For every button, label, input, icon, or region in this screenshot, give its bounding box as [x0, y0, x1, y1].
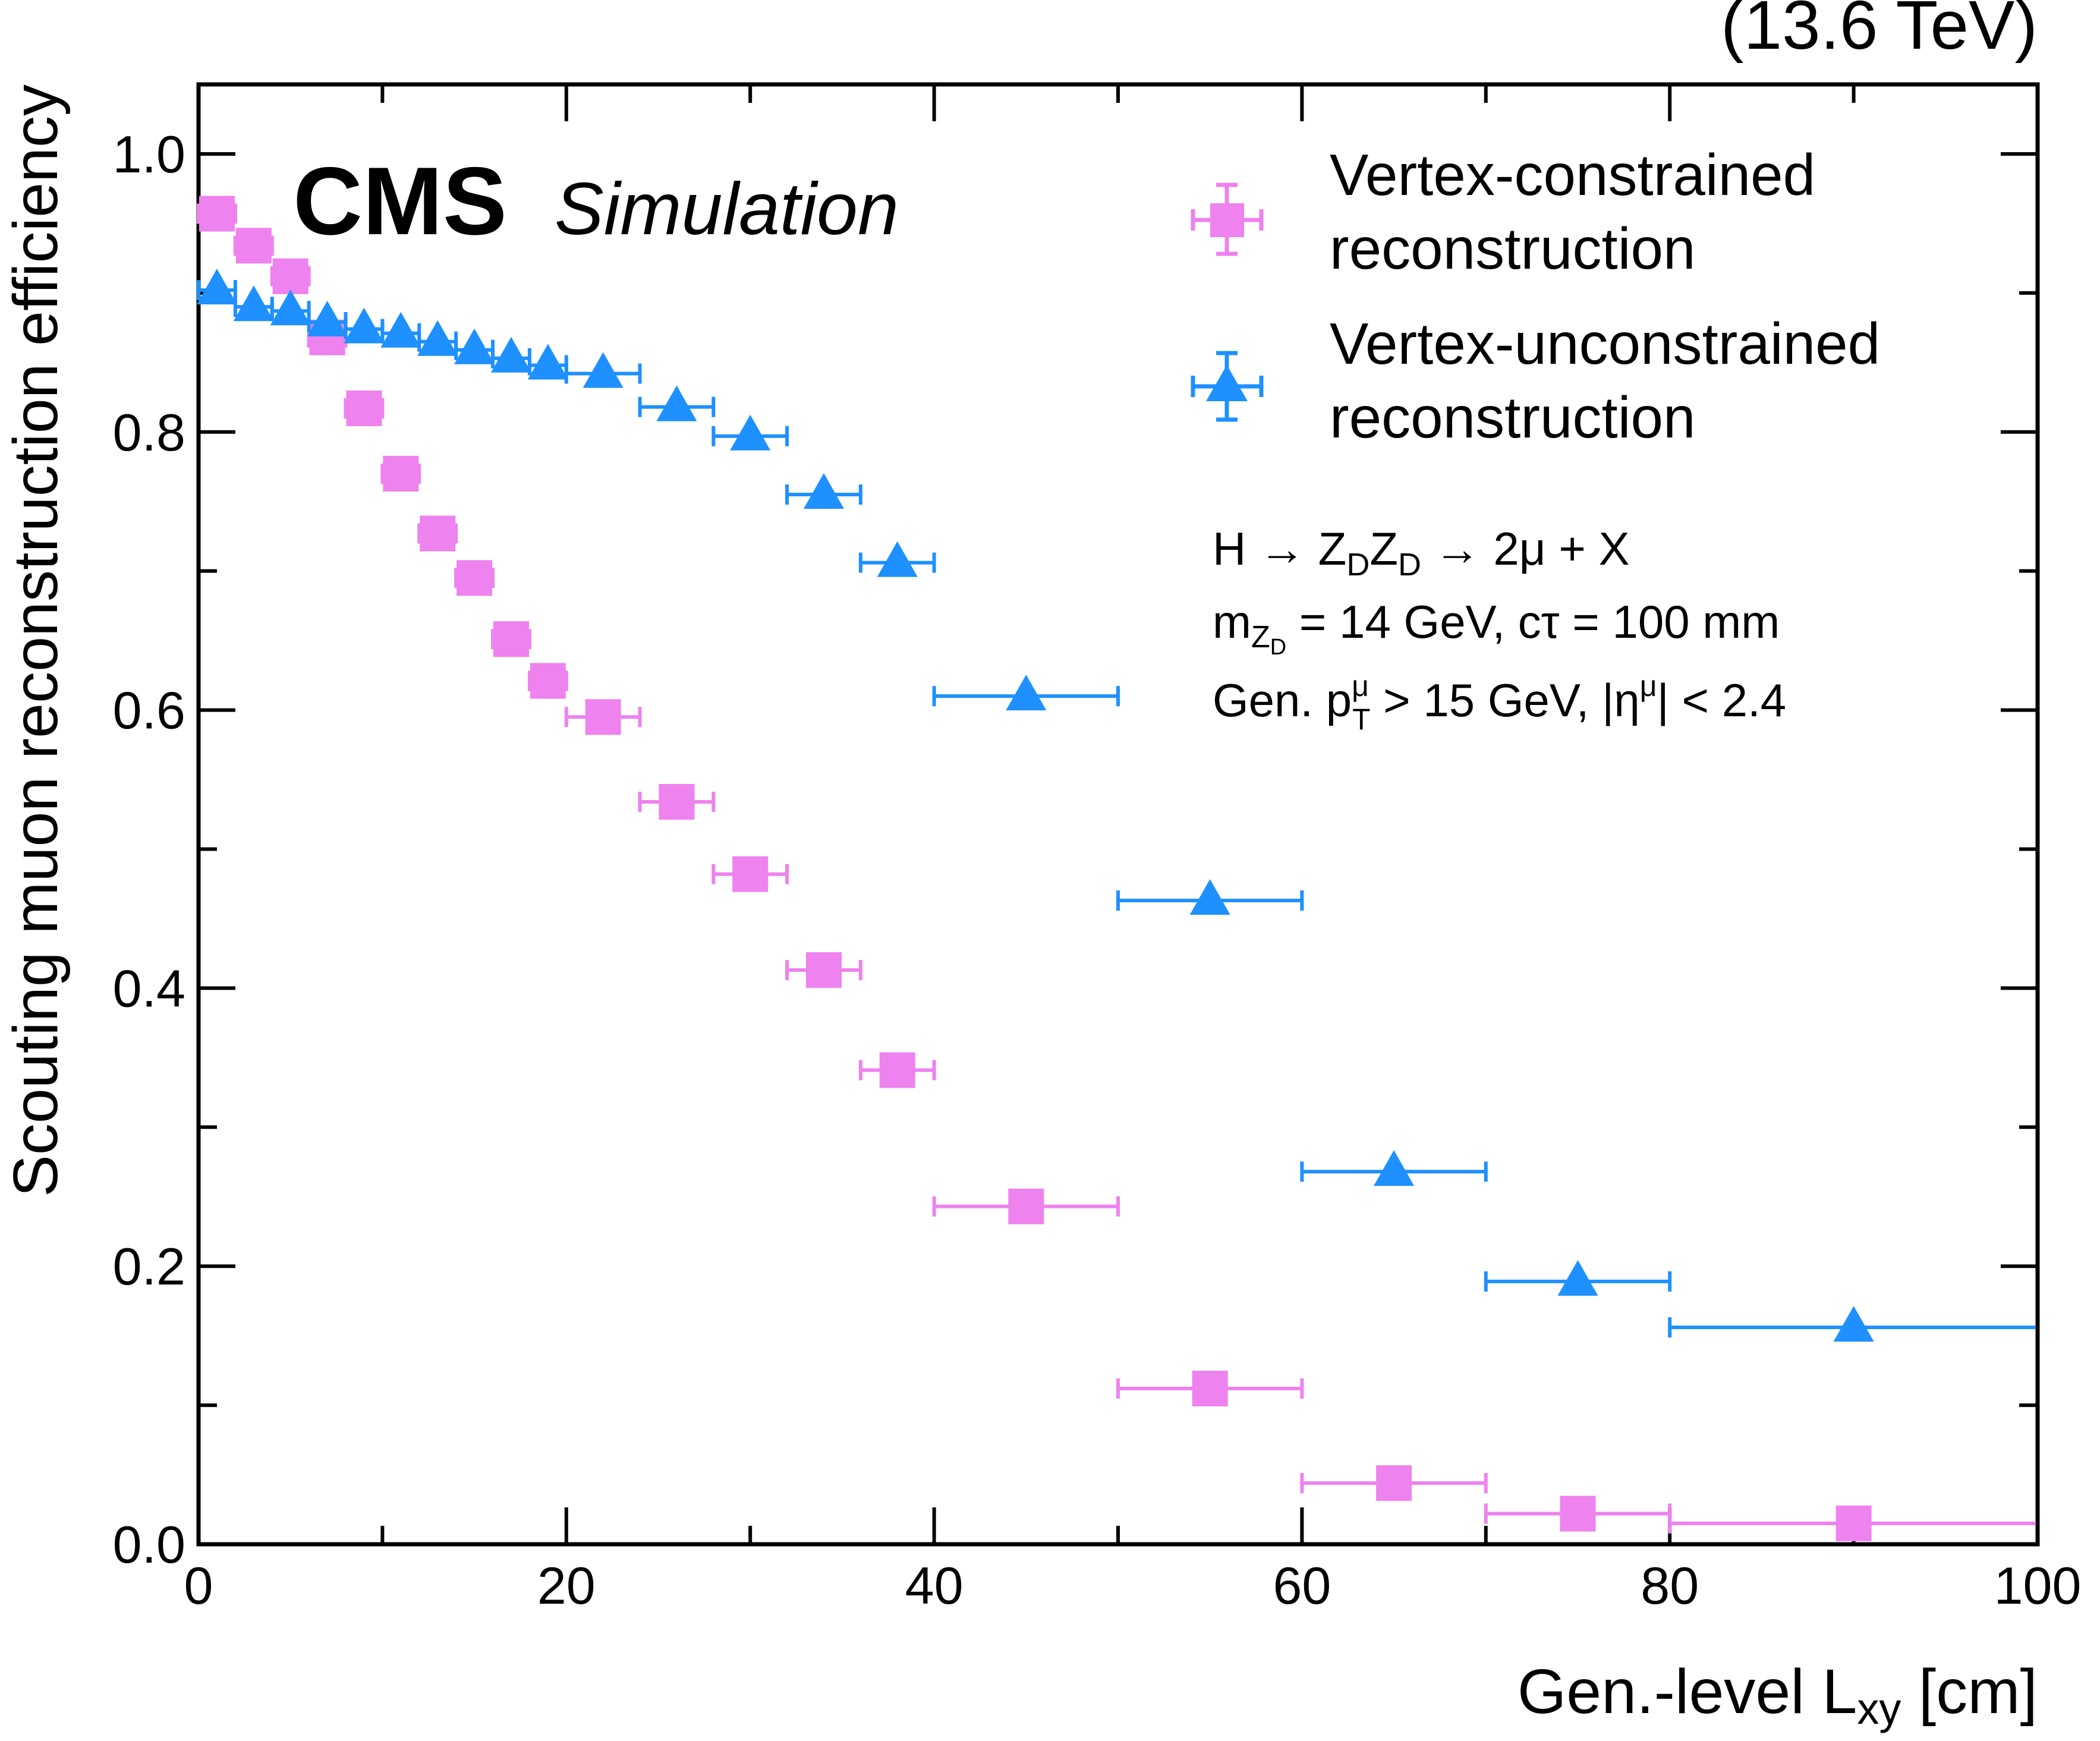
unconstrained-point — [656, 385, 697, 421]
y-tick-label: 0.2 — [113, 1237, 185, 1296]
mass-part-b: = 14 GeV, cτ = 100 mm — [1286, 596, 1780, 648]
constrained-point — [1835, 1505, 1872, 1541]
legend-constrained-marker — [1210, 203, 1244, 237]
y-tick-label: 1.0 — [113, 125, 185, 184]
constrained-point — [456, 560, 493, 596]
unconstrained-point — [417, 320, 458, 356]
legend-unconstrained-marker — [1206, 365, 1248, 401]
process-sub-b: D — [1398, 547, 1421, 583]
energy-label: (13.6 TeV) — [1721, 0, 2038, 64]
constrained-point — [1560, 1496, 1596, 1532]
mass-sub-a: Z — [1251, 620, 1270, 654]
unconstrained-point — [1833, 1306, 1874, 1342]
constrained-point — [732, 856, 769, 892]
y-tick-labels: 0.0 0.2 0.4 0.6 0.8 1.0 — [113, 125, 185, 1574]
constrained-point — [1376, 1465, 1412, 1501]
unconstrained-point — [1189, 879, 1230, 915]
constrained-point — [585, 699, 621, 735]
unconstrained-point — [344, 307, 385, 344]
unconstrained-point — [1557, 1260, 1598, 1296]
y-tick-label: 0.8 — [113, 403, 185, 462]
x-axis-title-sub: xy — [1857, 1684, 1901, 1733]
cuts-sup-b: μ — [1640, 669, 1657, 703]
cuts-annotation: Gen. pμ T > 15 GeV, |ημ| < 2.4 — [1213, 669, 1786, 736]
cuts-part-a: Gen. p — [1213, 674, 1352, 726]
constrained-point — [1008, 1188, 1044, 1224]
x-tick-labels: 0 20 40 60 80 100 — [184, 1556, 2082, 1615]
series-constrained — [197, 196, 2036, 1541]
unconstrained-point — [527, 344, 568, 380]
unconstrained-point — [196, 269, 237, 305]
constrained-point — [383, 455, 419, 492]
legend-entry-constrained: Vertex-constrained reconstruction — [1191, 142, 1815, 281]
y-tick-label: 0.4 — [113, 959, 185, 1018]
constrained-point — [493, 621, 529, 657]
x-tick-label: 0 — [184, 1556, 213, 1615]
mass-annotation: mZD = 14 GeV, cτ = 100 mm — [1213, 596, 1780, 660]
cuts-part-b: > 15 GeV, |η — [1371, 674, 1640, 726]
constrained-point — [272, 258, 308, 294]
cuts-sub-a: T — [1352, 703, 1371, 736]
x-axis-title: Gen.-level Lxy [cm] — [1517, 1657, 2038, 1733]
constrained-point — [659, 783, 695, 820]
axis-ticks — [197, 84, 2039, 1546]
y-tick-label: 0.6 — [113, 681, 185, 740]
unconstrained-point — [380, 311, 421, 348]
unconstrained-point — [454, 328, 495, 364]
constrained-point — [879, 1052, 915, 1088]
mass-subsub-a: D — [1270, 635, 1286, 660]
unconstrained-point — [233, 285, 274, 322]
x-tick-label: 100 — [1994, 1556, 2082, 1615]
legend-constrained-line2: reconstruction — [1330, 216, 1696, 281]
cuts-sup-a: μ — [1352, 669, 1369, 703]
x-tick-label: 20 — [537, 1556, 596, 1615]
unconstrained-point — [270, 289, 311, 326]
y-axis-title: Scouting muon reconstruction efficiency — [1, 84, 71, 1197]
simulation-label: Simulation — [555, 168, 899, 250]
constrained-point — [1192, 1371, 1228, 1407]
constrained-point — [199, 196, 235, 232]
x-tick-label: 40 — [905, 1556, 964, 1615]
constrained-point — [420, 515, 456, 552]
constrained-point — [235, 228, 272, 264]
unconstrained-point — [877, 541, 918, 577]
process-part-b: Z — [1369, 522, 1398, 575]
unconstrained-point — [803, 473, 844, 509]
process-part-a: H → Z — [1213, 522, 1346, 575]
mass-part-a: m — [1213, 596, 1251, 648]
process-part-c: → 2μ + X — [1421, 522, 1630, 575]
plot-frame — [196, 82, 2040, 1547]
x-axis-title-unit: [cm] — [1901, 1657, 2038, 1727]
unconstrained-point — [490, 336, 531, 373]
unconstrained-point — [730, 414, 771, 451]
constrained-point — [346, 390, 382, 426]
process-annotation: H → ZDZD → 2μ + X — [1213, 522, 1630, 583]
y-tick-label: 0.0 — [113, 1515, 185, 1574]
unconstrained-point — [307, 300, 348, 336]
x-tick-label: 80 — [1641, 1556, 1699, 1615]
legend-entry-unconstrained: Vertex-unconstrained reconstruction — [1191, 311, 1880, 450]
legend-constrained-line1: Vertex-constrained — [1330, 142, 1815, 207]
cms-label: CMS — [293, 147, 507, 255]
constrained-point — [530, 663, 566, 699]
legend-unconstrained-line2: reconstruction — [1330, 385, 1696, 450]
unconstrained-point — [1374, 1150, 1415, 1186]
constrained-point — [805, 952, 842, 988]
legend-unconstrained-line1: Vertex-unconstrained — [1330, 311, 1880, 376]
unconstrained-point — [583, 352, 624, 388]
process-sub-a: D — [1346, 547, 1369, 583]
unconstrained-point — [1006, 675, 1047, 711]
x-tick-label: 60 — [1273, 1556, 1331, 1615]
cuts-part-c: | < 2.4 — [1657, 674, 1787, 726]
series-unconstrained — [196, 269, 2036, 1342]
legend: Vertex-constrained reconstruction Vertex… — [1191, 142, 1880, 450]
x-axis-title-main: Gen.-level L — [1517, 1657, 1857, 1727]
